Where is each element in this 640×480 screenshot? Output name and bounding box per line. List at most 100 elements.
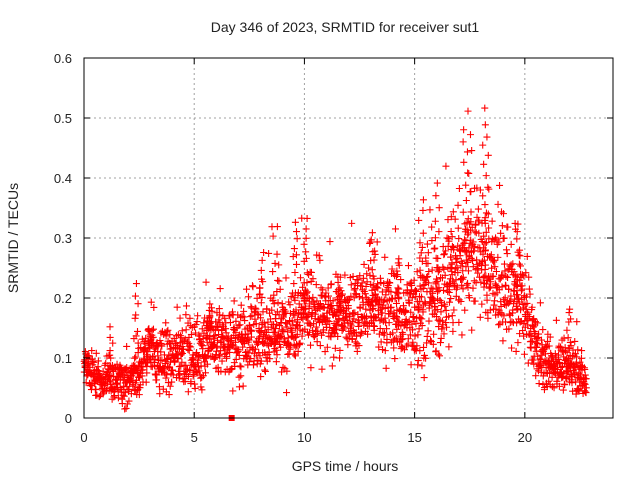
data-point bbox=[408, 294, 416, 302]
data-point bbox=[221, 314, 229, 322]
data-point bbox=[151, 355, 159, 363]
data-point bbox=[505, 325, 513, 333]
data-point bbox=[249, 283, 257, 291]
data-point bbox=[303, 288, 311, 296]
data-point bbox=[433, 277, 441, 285]
data-point bbox=[459, 208, 467, 216]
data-point bbox=[463, 148, 471, 156]
data-point bbox=[187, 378, 195, 386]
data-point bbox=[390, 344, 398, 352]
data-point bbox=[527, 344, 535, 352]
data-point bbox=[395, 285, 403, 293]
data-point bbox=[354, 276, 362, 284]
data-point bbox=[578, 347, 586, 355]
data-point bbox=[492, 267, 500, 275]
data-point bbox=[397, 321, 405, 329]
data-point bbox=[312, 281, 320, 289]
data-point bbox=[237, 363, 245, 371]
data-point bbox=[508, 344, 516, 352]
data-point bbox=[132, 332, 140, 340]
data-point bbox=[409, 312, 417, 320]
data-point bbox=[193, 318, 201, 326]
data-point bbox=[470, 247, 478, 255]
data-point bbox=[555, 382, 563, 390]
data-point bbox=[455, 235, 463, 243]
data-point bbox=[226, 348, 234, 356]
data-point bbox=[113, 360, 121, 368]
data-point bbox=[517, 270, 525, 278]
data-point bbox=[516, 330, 524, 338]
data-point bbox=[489, 272, 497, 280]
data-point bbox=[446, 298, 454, 306]
data-point bbox=[447, 227, 455, 235]
data-point bbox=[516, 246, 524, 254]
data-point bbox=[469, 238, 477, 246]
data-point bbox=[303, 214, 311, 222]
data-point bbox=[235, 351, 243, 359]
data-point bbox=[331, 344, 339, 352]
data-point bbox=[440, 250, 448, 258]
data-point bbox=[284, 350, 292, 358]
data-point bbox=[513, 228, 521, 236]
data-point bbox=[483, 296, 491, 304]
data-point bbox=[415, 216, 423, 224]
data-point bbox=[260, 248, 268, 256]
data-point bbox=[454, 201, 462, 209]
data-point bbox=[418, 362, 426, 370]
data-point bbox=[464, 267, 472, 275]
data-point bbox=[189, 354, 197, 362]
data-point bbox=[441, 302, 449, 310]
data-point bbox=[302, 234, 310, 242]
data-point bbox=[194, 352, 202, 360]
data-point bbox=[202, 278, 210, 286]
data-point bbox=[357, 328, 365, 336]
data-point bbox=[173, 303, 181, 311]
data-point bbox=[297, 274, 305, 282]
data-point bbox=[427, 284, 435, 292]
data-point bbox=[105, 351, 113, 359]
data-point bbox=[350, 315, 358, 323]
data-point bbox=[462, 197, 470, 205]
data-point bbox=[526, 290, 534, 298]
data-point bbox=[290, 280, 298, 288]
data-point bbox=[368, 296, 376, 304]
data-point bbox=[273, 351, 281, 359]
data-point bbox=[424, 327, 432, 335]
data-point bbox=[481, 121, 489, 129]
data-point bbox=[246, 313, 254, 321]
data-point bbox=[470, 277, 478, 285]
data-point bbox=[505, 310, 513, 318]
y-tick-label: 0 bbox=[65, 411, 72, 426]
data-point bbox=[364, 330, 372, 338]
data-point bbox=[524, 321, 532, 329]
data-point bbox=[204, 322, 212, 330]
data-point bbox=[469, 284, 477, 292]
data-point bbox=[229, 308, 237, 316]
data-point bbox=[407, 361, 415, 369]
data-point bbox=[99, 367, 107, 375]
data-point bbox=[445, 343, 453, 351]
data-point bbox=[458, 331, 466, 339]
data-point bbox=[482, 238, 490, 246]
data-point bbox=[355, 319, 363, 327]
data-point bbox=[309, 293, 317, 301]
data-point bbox=[288, 317, 296, 325]
data-point bbox=[150, 303, 158, 311]
data-point bbox=[563, 367, 571, 375]
data-point bbox=[165, 391, 173, 399]
data-point bbox=[279, 363, 287, 371]
data-point bbox=[389, 329, 397, 337]
data-point bbox=[352, 290, 360, 298]
data-point bbox=[366, 239, 374, 247]
data-point bbox=[217, 367, 225, 375]
data-point bbox=[492, 305, 500, 313]
data-point bbox=[451, 265, 459, 273]
data-point bbox=[122, 404, 130, 412]
data-point bbox=[158, 342, 166, 350]
data-point bbox=[144, 348, 152, 356]
data-point bbox=[574, 346, 582, 354]
data-point bbox=[313, 338, 321, 346]
data-point bbox=[317, 291, 325, 299]
data-point bbox=[186, 314, 194, 322]
data-point bbox=[509, 260, 517, 268]
